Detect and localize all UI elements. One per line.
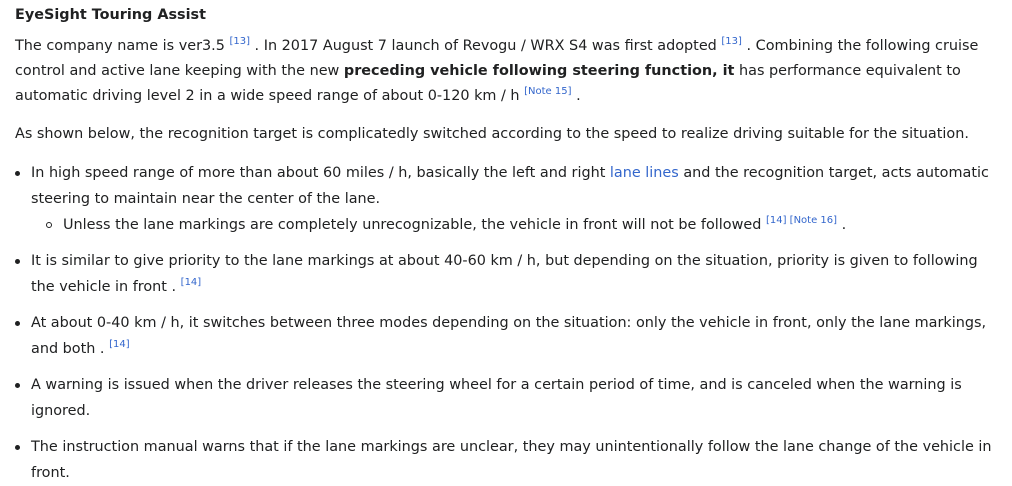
sub-list: Unless the lane markings are completely … (31, 212, 1005, 238)
note-link[interactable]: [Note 15] (524, 86, 572, 98)
list-item: At about 0-40 km / h, it switches betwee… (15, 310, 1005, 362)
text-span: The company name is ver3.5 (15, 38, 225, 54)
citation-link[interactable]: [14] (765, 215, 787, 227)
list-item: In high speed range of more than about 6… (15, 160, 1005, 238)
text-span: It is similar to give priority to the la… (31, 253, 978, 295)
citation-link[interactable]: [14] (180, 277, 202, 289)
list-item: It is similar to give priority to the la… (15, 248, 1005, 300)
list-item: The instruction manual warns that if the… (15, 434, 1005, 486)
text-span: At about 0-40 km / h, it switches betwee… (31, 315, 987, 357)
section-heading: EyeSight Touring Assist (15, 7, 206, 23)
text-span: has performance equivalent to automatic … (15, 63, 961, 104)
text-span: and the recognition target, acts automat… (31, 165, 989, 207)
list-item: A warning is issued when the driver rele… (15, 372, 1005, 424)
citation-link[interactable]: [13] (229, 36, 250, 48)
description-paragraph: As shown below, the recognition target i… (15, 126, 969, 142)
note-link[interactable]: [Note 16] (789, 215, 838, 227)
citation-link[interactable]: [13] (721, 36, 742, 48)
bullet-list: In high speed range of more than about 6… (15, 160, 1005, 486)
text-span: Unless the lane markings are completely … (63, 217, 762, 233)
text-span: . In 2017 August 7 launch of Revogu / WR… (249, 38, 717, 54)
text-span: In high speed range of more than about 6… (31, 165, 610, 181)
bold-text: preceding vehicle following steering fun… (343, 63, 735, 79)
citation-link[interactable]: [14] (109, 339, 130, 351)
lane-lines-link[interactable]: lane lines (609, 165, 679, 181)
intro-paragraph: The company name is ver3.5 [13] . In 201… (15, 34, 1005, 109)
text-span: . Combining the following cruise control… (15, 38, 979, 79)
text-span: . (571, 88, 581, 104)
text-span: . (837, 217, 847, 233)
sub-list-item: Unless the lane markings are completely … (31, 212, 1005, 238)
